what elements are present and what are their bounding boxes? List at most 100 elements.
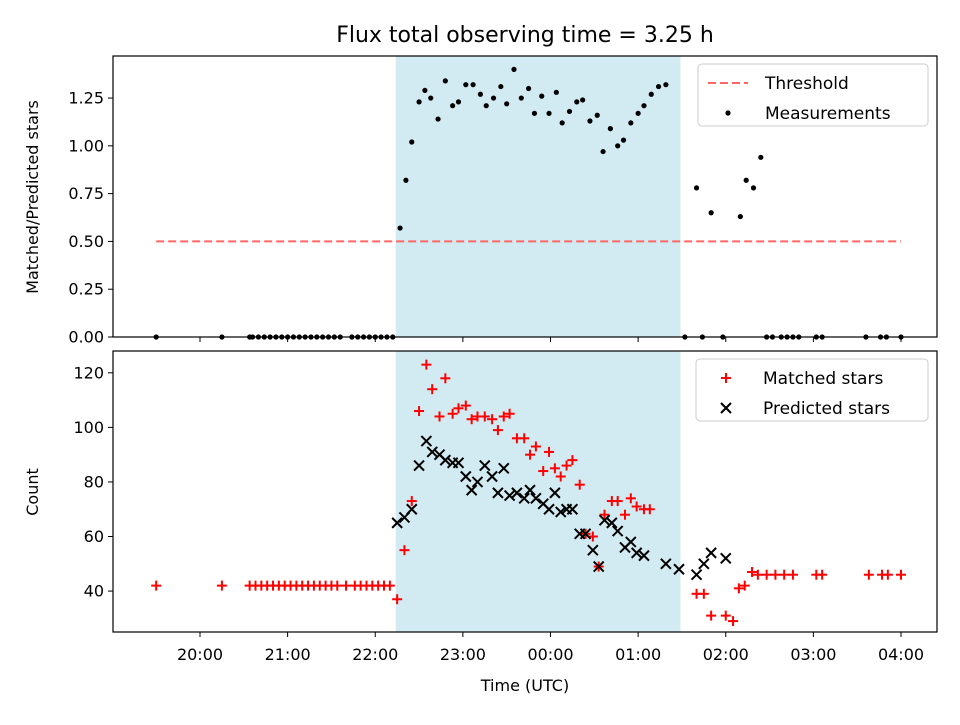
data-point-b	[638, 549, 650, 562]
data-point-b	[503, 489, 516, 502]
panel1-series-0	[151, 359, 906, 627]
data-point	[567, 455, 578, 466]
data-point	[403, 177, 409, 183]
y-axis-label-bottom: Count	[23, 468, 42, 516]
data-point	[644, 504, 655, 515]
xtick-label: 03:00	[790, 645, 836, 664]
panel0-frame	[112, 55, 938, 338]
data-point	[439, 454, 452, 466]
data-point	[555, 471, 566, 482]
data-point	[555, 506, 567, 518]
chart-background-layer	[395, 56, 681, 632]
data-point	[498, 411, 509, 422]
data-point	[440, 373, 451, 384]
chart-legend-layer: Threshold Measurements Matched stars Predic…	[695, 63, 929, 422]
data-point	[580, 97, 586, 103]
data-point	[787, 569, 798, 580]
data-point-b	[690, 569, 703, 581]
data-point	[414, 406, 425, 417]
data-point	[422, 87, 428, 94]
data-point	[492, 487, 504, 499]
data-point	[561, 460, 572, 471]
data-point-b	[479, 459, 491, 472]
data-point	[615, 143, 621, 149]
data-point	[477, 91, 483, 97]
data-point	[463, 82, 469, 88]
data-point	[428, 95, 434, 101]
chart-axes-layer: 0.00 0.25 0.50 0.75 1.00 1.25 40 60 80 100 120 20:0…	[68, 55, 938, 664]
data-point-b	[611, 525, 624, 537]
panel1-highlight-span	[395, 351, 681, 632]
chart-marks-layer	[151, 66, 906, 627]
panel0-legend-label: Measurements	[765, 104, 891, 124]
data-point	[483, 103, 489, 109]
data-point	[720, 610, 731, 621]
data-point	[392, 594, 403, 605]
data-point	[409, 139, 415, 145]
data-point	[663, 82, 669, 88]
data-point-b	[460, 470, 472, 483]
panel0-legend-label: Threshold	[764, 74, 849, 94]
data-point-b	[566, 503, 579, 515]
data-point	[690, 569, 703, 581]
data-point	[660, 558, 672, 570]
data-point	[606, 517, 618, 529]
panel1-series-1	[391, 435, 732, 581]
data-point	[538, 466, 549, 477]
data-point	[487, 414, 498, 425]
data-point-b	[465, 484, 478, 496]
data-point	[511, 66, 517, 72]
data-point	[539, 93, 545, 99]
data-point	[518, 95, 524, 101]
data-point	[612, 496, 623, 507]
data-point	[525, 85, 532, 92]
data-point	[628, 120, 634, 126]
data-point-b	[524, 484, 536, 496]
data-point	[619, 509, 630, 520]
xtick-label: 00:00	[527, 645, 573, 664]
x-axis-label: Time (UTC)	[480, 676, 569, 695]
data-point	[599, 509, 610, 520]
data-point	[406, 496, 417, 507]
data-point	[426, 446, 438, 458]
data-point	[519, 433, 530, 444]
data-point	[498, 462, 510, 475]
data-point	[706, 610, 717, 621]
data-point-b	[498, 462, 510, 475]
panel1-legend-label: Matched stars	[763, 369, 883, 389]
data-point	[655, 83, 662, 90]
xtick-label: 01:00	[615, 645, 661, 664]
data-point	[611, 525, 624, 537]
data-point	[465, 484, 478, 496]
data-point-b	[606, 517, 618, 529]
data-point	[698, 558, 710, 570]
panel0-highlight-span	[395, 56, 681, 337]
data-point	[466, 414, 477, 425]
data-point-b	[486, 470, 498, 483]
panel0-ytick-label: 0.00	[68, 328, 104, 347]
y-axis-label-top: Matched/Predicted stars	[23, 100, 42, 294]
data-point-b	[698, 558, 710, 570]
data-point	[421, 359, 432, 370]
data-point	[543, 503, 555, 515]
data-point-b	[420, 435, 433, 447]
data-point-b	[598, 514, 611, 526]
data-point-b	[426, 446, 438, 458]
data-point-b	[555, 506, 567, 518]
data-point	[750, 185, 757, 191]
data-point	[530, 441, 541, 452]
data-point	[549, 487, 561, 499]
panel1-ytick-label: 80	[84, 472, 104, 491]
chart-text-layer: Flux total observing time = 3.25 h Match…	[23, 23, 714, 695]
data-point	[486, 470, 498, 483]
panel1-ytick-label: 120	[73, 363, 104, 382]
data-point	[442, 78, 448, 84]
data-point	[391, 517, 403, 529]
data-point	[600, 148, 606, 155]
data-point	[625, 536, 637, 548]
data-point	[882, 569, 893, 580]
xtick-label: 23:00	[440, 645, 486, 664]
data-point-b	[518, 492, 530, 505]
data-point	[705, 547, 717, 559]
data-point	[779, 569, 790, 580]
